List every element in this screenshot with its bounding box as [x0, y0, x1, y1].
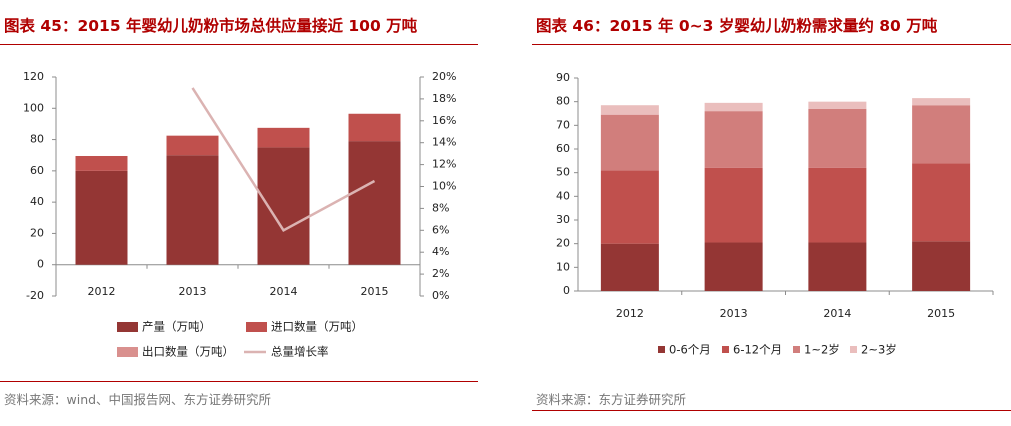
bar-segment-2-3y — [808, 101, 867, 109]
bar-segment-0-6m — [808, 242, 867, 291]
bar-segment-1-2y — [808, 108, 867, 168]
y-tick-label: 50 — [556, 166, 570, 179]
legend-label: 总量增长率 — [271, 345, 329, 359]
y-tick-label: 40 — [30, 195, 44, 208]
y-tick-label: 120 — [23, 70, 44, 83]
bar-segment-2-3y — [600, 105, 659, 115]
y-tick-label: 60 — [556, 142, 570, 155]
title-rule — [532, 44, 1011, 45]
legend-label: 进口数量（万吨） — [271, 320, 363, 334]
y-tick-label: 20 — [30, 226, 44, 239]
legend-label: 出口数量（万吨） — [142, 345, 234, 359]
y2-tick-label: 12% — [432, 158, 456, 171]
chart-title: 图表 46：2015 年 0~3 岁婴幼儿奶粉需求量约 80 万吨 — [536, 17, 938, 35]
legend-swatch — [722, 346, 729, 353]
y2-tick-label: 18% — [432, 92, 456, 105]
y-tick-label: 60 — [30, 164, 44, 177]
x-tick-label: 2014 — [823, 307, 851, 320]
bar-import — [257, 127, 310, 148]
bar-segment-6-12m — [600, 170, 659, 244]
bar-import — [348, 113, 401, 142]
legend-label: 1~2岁 — [804, 343, 840, 357]
y2-tick-label: 10% — [432, 180, 456, 193]
legend-swatch — [658, 346, 665, 353]
bar-production — [75, 170, 128, 265]
legend-swatch — [793, 346, 800, 353]
bar-segment-1-2y — [704, 111, 763, 168]
chart-panel-demand: 图表 46：2015 年 0~3 岁婴幼儿奶粉需求量约 80 万吨 0 10 20 3… — [532, 0, 1011, 426]
y-tick-label: 10 — [556, 260, 570, 273]
bar-import — [166, 135, 219, 156]
bar-production — [166, 155, 219, 265]
demand-chart: 0 10 20 30 40 50 60 70 80 90 2012 2013 2014 2015 0-6个月… — [556, 71, 994, 357]
y-tick-label: 0 — [37, 258, 44, 271]
x-tick-label: 2012 — [88, 285, 116, 298]
y2-tick-label: 8% — [432, 201, 449, 214]
bar-segment-1-2y — [600, 114, 659, 171]
growth-rate-line — [191, 87, 376, 232]
source-note: 资料来源：wind、中国报告网、东方证券研究所 — [4, 392, 272, 407]
y2-tick-label: 2% — [432, 267, 449, 280]
y-tick-label: 70 — [556, 118, 570, 131]
y2-tick-label: 0% — [432, 289, 449, 302]
bar-segment-2-3y — [912, 98, 971, 106]
y-tick-label: 40 — [556, 189, 570, 202]
legend-swatch — [246, 322, 267, 332]
legend-label: 0-6个月 — [669, 343, 711, 357]
x-tick-label: 2012 — [616, 307, 644, 320]
y-tick-label: 20 — [556, 237, 570, 250]
y2-tick-label: 6% — [432, 223, 449, 236]
y2-tick-label: 14% — [432, 136, 456, 149]
legend-label: 6-12个月 — [733, 343, 782, 357]
y-tick-label: 0 — [563, 284, 570, 297]
bar-import — [75, 155, 128, 171]
bar-production — [348, 141, 401, 265]
x-tick-label: 2014 — [270, 285, 298, 298]
chart-panel-supply: 图表 45：2015 年婴幼儿奶粉市场总供应量接近 100 万吨 -20 0 20 4… — [0, 0, 478, 426]
y2-tick-label: 20% — [432, 70, 456, 83]
bar-segment-1-2y — [912, 105, 971, 164]
y-tick-label: 80 — [30, 133, 44, 146]
y2-tick-label: 4% — [432, 245, 449, 258]
supply-chart: -20 0 20 40 60 80 100 120 0% 2% 4% 6% 8% 10% 12% 14% 16%… — [23, 70, 456, 359]
bar-segment-0-6m — [912, 241, 971, 291]
source-rule — [532, 410, 1011, 411]
bar-segment-6-12m — [704, 167, 763, 243]
source-rule — [0, 381, 478, 382]
legend-label: 产量（万吨） — [142, 320, 211, 334]
y-tick-label: -20 — [26, 289, 44, 302]
legend-swatch — [117, 347, 138, 357]
legend-swatch — [850, 346, 857, 353]
y-tick-label: 90 — [556, 71, 570, 84]
legend-swatch — [117, 322, 138, 332]
chart-title: 图表 45：2015 年婴幼儿奶粉市场总供应量接近 100 万吨 — [4, 17, 418, 35]
x-tick-label: 2013 — [179, 285, 207, 298]
legend-label: 2~3岁 — [861, 343, 897, 357]
x-tick-label: 2013 — [720, 307, 748, 320]
bar-production — [257, 147, 310, 265]
x-tick-label: 2015 — [361, 285, 389, 298]
x-tick-label: 2015 — [927, 307, 955, 320]
y-tick-label: 80 — [556, 95, 570, 108]
bar-segment-6-12m — [912, 163, 971, 242]
bar-segment-0-6m — [600, 243, 659, 291]
y-tick-label: 100 — [23, 101, 44, 114]
y2-tick-label: 16% — [432, 114, 456, 127]
y-tick-label: 30 — [556, 213, 570, 226]
bar-segment-6-12m — [808, 167, 867, 243]
title-rule — [0, 44, 478, 45]
bar-segment-2-3y — [704, 102, 763, 112]
bar-segment-0-6m — [704, 242, 763, 291]
source-note: 资料来源：东方证券研究所 — [536, 392, 687, 407]
